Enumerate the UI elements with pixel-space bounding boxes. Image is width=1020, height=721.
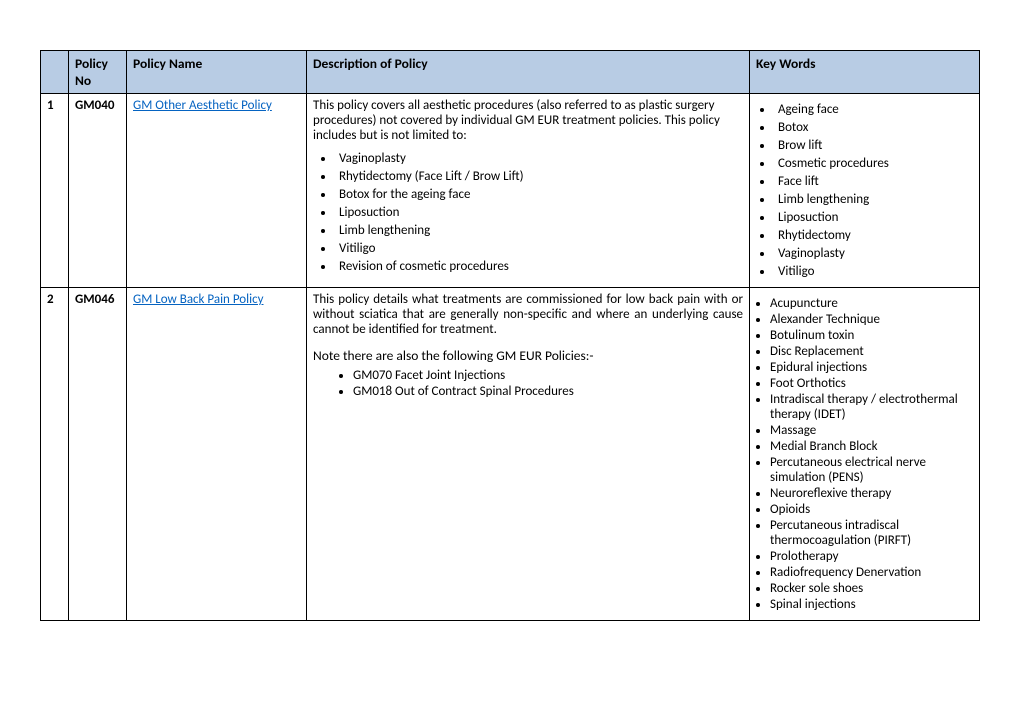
list-item: Spinal injections — [770, 597, 973, 612]
list-item: Vitiligo — [774, 264, 973, 279]
list-item: Vaginoplasty — [335, 151, 743, 166]
list-item: Botox — [774, 120, 973, 135]
list-item: Vitiligo — [335, 241, 743, 256]
policy-name-cell: GM Low Back Pain Policy — [127, 288, 307, 621]
list-item: Ageing face — [774, 102, 973, 117]
keywords-list: Acupuncture Alexander Technique Botulinu… — [756, 296, 973, 612]
table-header-row: Policy No Policy Name Description of Pol… — [41, 51, 980, 94]
list-item: Neuroreflexive therapy — [770, 486, 973, 501]
list-item: Rhytidectomy (Face Lift / Brow Lift) — [335, 169, 743, 184]
description-cell: This policy covers all aesthetic procedu… — [307, 94, 750, 288]
note-heading: Note there are also the following GM EUR… — [313, 347, 743, 364]
policy-no: GM040 — [69, 94, 127, 288]
list-item: Disc Replacement — [770, 344, 973, 359]
list-item: Massage — [770, 423, 973, 438]
list-item: GM070 Facet Joint Injections — [353, 368, 743, 383]
list-item: Cosmetic procedures — [774, 156, 973, 171]
table-row: 1 GM040 GM Other Aesthetic Policy This p… — [41, 94, 980, 288]
list-item: Percutaneous electrical nerve simulation… — [770, 455, 973, 485]
header-policy-no: Policy No — [69, 51, 127, 94]
list-item: Liposuction — [774, 210, 973, 225]
list-item: Vaginoplasty — [774, 246, 973, 261]
list-item: Limb lengthening — [335, 223, 743, 238]
list-item: Opioids — [770, 502, 973, 517]
description-intro: This policy details what treatments are … — [313, 292, 743, 337]
list-item: Acupuncture — [770, 296, 973, 311]
description-cell: This policy details what treatments are … — [307, 288, 750, 621]
header-keywords: Key Words — [750, 51, 980, 94]
keywords-list: Ageing face Botox Brow lift Cosmetic pro… — [756, 102, 973, 279]
row-index: 2 — [41, 288, 69, 621]
list-item: Percutaneous intradiscal thermocoagulati… — [770, 518, 973, 548]
header-policy-name: Policy Name — [127, 51, 307, 94]
list-item: Epidural injections — [770, 360, 973, 375]
header-description: Description of Policy — [307, 51, 750, 94]
list-item: Radiofrequency Denervation — [770, 565, 973, 580]
list-item: Botulinum toxin — [770, 328, 973, 343]
policy-name-cell: GM Other Aesthetic Policy — [127, 94, 307, 288]
description-bullets: Vaginoplasty Rhytidectomy (Face Lift / B… — [313, 151, 743, 274]
row-index: 1 — [41, 94, 69, 288]
list-item: Alexander Technique — [770, 312, 973, 327]
header-idx — [41, 51, 69, 94]
policy-link[interactable]: GM Low Back Pain Policy — [133, 292, 263, 307]
policy-link[interactable]: GM Other Aesthetic Policy — [133, 98, 272, 113]
list-item: Face lift — [774, 174, 973, 189]
note-bullets: GM070 Facet Joint Injections GM018 Out o… — [313, 368, 743, 399]
keywords-cell: Ageing face Botox Brow lift Cosmetic pro… — [750, 94, 980, 288]
list-item: Intradiscal therapy / electrothermal the… — [770, 392, 973, 422]
list-item: Foot Orthotics — [770, 376, 973, 391]
list-item: Botox for the ageing face — [335, 187, 743, 202]
list-item: Limb lengthening — [774, 192, 973, 207]
list-item: Brow lift — [774, 138, 973, 153]
list-item: Prolotherapy — [770, 549, 973, 564]
description-intro: This policy covers all aesthetic procedu… — [313, 98, 743, 143]
list-item: Rocker sole shoes — [770, 581, 973, 596]
list-item: Liposuction — [335, 205, 743, 220]
table-row: 2 GM046 GM Low Back Pain Policy This pol… — [41, 288, 980, 621]
list-item: Rhytidectomy — [774, 228, 973, 243]
policy-table: Policy No Policy Name Description of Pol… — [40, 50, 980, 621]
policy-no: GM046 — [69, 288, 127, 621]
list-item: Medial Branch Block — [770, 439, 973, 454]
keywords-cell: Acupuncture Alexander Technique Botulinu… — [750, 288, 980, 621]
list-item: Revision of cosmetic procedures — [335, 259, 743, 274]
list-item: GM018 Out of Contract Spinal Procedures — [353, 384, 743, 399]
